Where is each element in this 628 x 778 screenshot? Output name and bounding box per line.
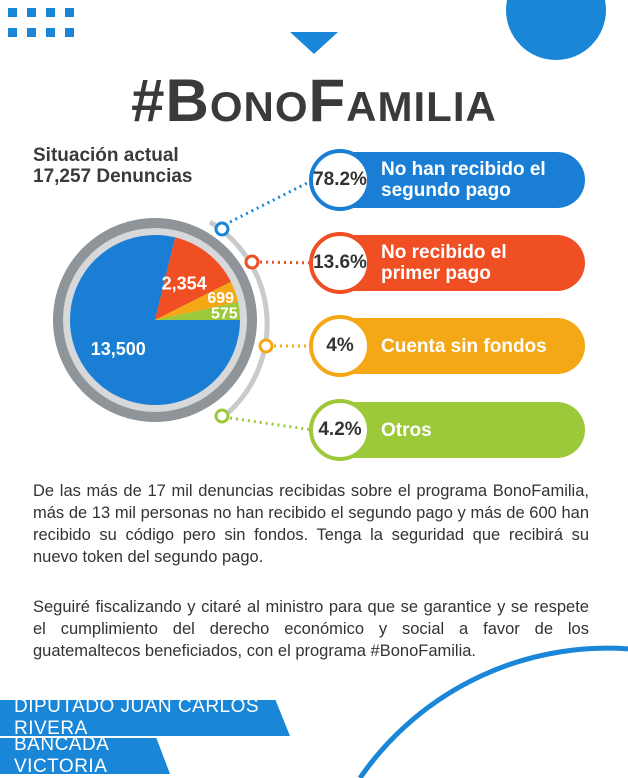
footer-party: BANCADA VICTORIA bbox=[0, 738, 170, 774]
legend-pill: 4.2% Otros bbox=[309, 399, 585, 461]
share-label: 13.6% bbox=[309, 232, 371, 294]
share-label: 78.2% bbox=[309, 149, 371, 211]
legend-label: Otros bbox=[381, 419, 432, 441]
legend-pill: 78.2% No han recibido el segundo pago bbox=[309, 149, 585, 211]
pie-slice bbox=[155, 302, 240, 320]
legend-label: No recibido el primer pago bbox=[381, 242, 507, 284]
triangle bbox=[290, 32, 338, 54]
share-label: 4.2% bbox=[309, 399, 371, 461]
corner-circle bbox=[506, 0, 606, 60]
title: #BonoFamilia bbox=[131, 67, 497, 134]
connectors bbox=[214, 178, 314, 432]
subtitle: Situación actual 17,257 Denuncias bbox=[33, 145, 192, 187]
slice-label: 575 bbox=[211, 306, 238, 323]
pie-slice bbox=[155, 281, 239, 320]
slice-label: 2,354 bbox=[162, 273, 207, 293]
footer-name: DIPUTADO JUAN CARLOS RIVERA bbox=[0, 700, 290, 736]
corner-arc bbox=[357, 645, 628, 778]
subtitle-line: 17,257 Denuncias bbox=[33, 166, 193, 187]
legend-pill: 13.6% No recibido el primer pago bbox=[309, 232, 585, 294]
paragraph: Seguiré fiscalizando y citaré al ministr… bbox=[33, 598, 589, 660]
slice-label: 699 bbox=[207, 290, 234, 307]
share-label: 4% bbox=[309, 315, 371, 377]
legend-label: No han recibido el segundo pago bbox=[381, 159, 546, 201]
legend-label: Cuenta sin fondos bbox=[381, 335, 547, 357]
slice-label: 13,500 bbox=[91, 339, 146, 359]
subtitle-line: Situación actual bbox=[33, 145, 179, 166]
arc bbox=[208, 219, 270, 420]
pie-slice bbox=[155, 237, 231, 320]
dots bbox=[8, 8, 74, 37]
legend-pill: 4% Cuenta sin fondos bbox=[309, 315, 585, 377]
paragraph: De las más de 17 mil denuncias recibidas… bbox=[33, 482, 589, 566]
